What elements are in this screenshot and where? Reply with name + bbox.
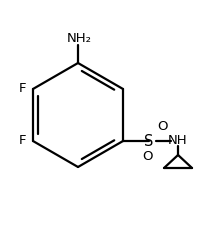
Text: NH: NH	[168, 135, 188, 148]
Text: F: F	[19, 83, 27, 95]
Text: NH₂: NH₂	[67, 32, 92, 45]
Text: O: O	[142, 151, 152, 164]
Text: S: S	[144, 133, 154, 148]
Text: F: F	[19, 135, 27, 148]
Text: O: O	[157, 121, 167, 133]
